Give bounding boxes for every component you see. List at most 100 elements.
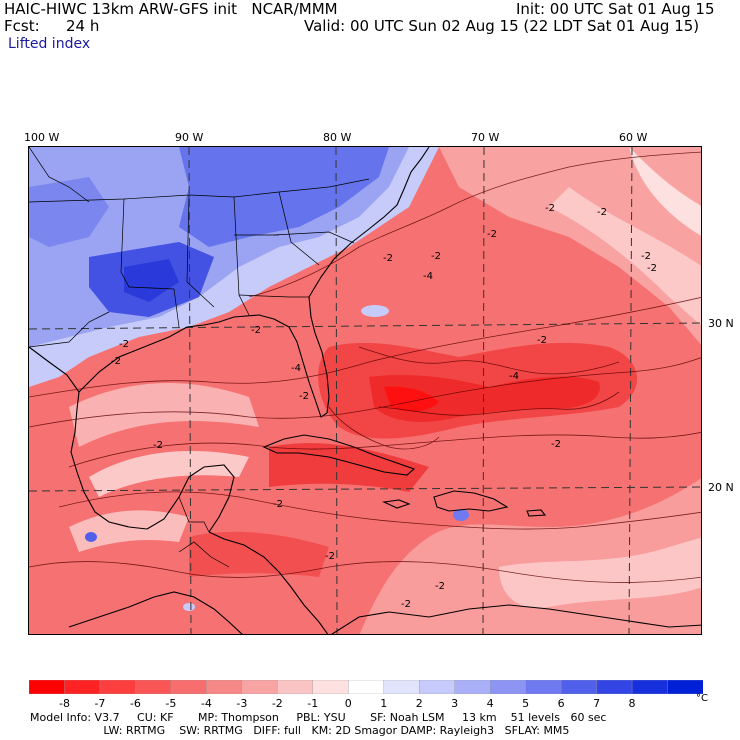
colorbar-segment (99, 680, 137, 694)
lon-label-80w: 80 W (323, 131, 352, 144)
model-info-line-1: Model Info: V3.7 CU: KF MP: Thompson PBL… (30, 711, 607, 724)
mexico-gulf-coast (29, 346, 148, 530)
contour-core-1 (358, 346, 620, 375)
gulf-streak-3 (69, 510, 189, 552)
contour-3 (68, 431, 701, 468)
contour-label: -2 (647, 263, 657, 274)
colorbar-tick: -8 (58, 697, 70, 710)
contour-label: -2 (383, 253, 393, 264)
colorbar-segment (206, 680, 243, 694)
border-georgia (278, 191, 320, 266)
colorbar-tick: 6 (557, 697, 565, 710)
init-time: Init: 00 UTC Sat 01 Aug 15 (516, 0, 715, 18)
contour-2 (29, 357, 701, 428)
gulf-streak-2 (89, 451, 249, 497)
colorbar-tick: 7 (593, 697, 601, 710)
meridian-60w (628, 147, 633, 634)
contour-label: -4 (291, 363, 301, 374)
contour-label: -2 (153, 440, 163, 451)
contour-label-group: -2 -2 -2 -2 -2 -2 -2 -2 -4 -2 -2 -4 -2 -… (111, 203, 657, 610)
parallel-20n (29, 486, 701, 492)
colorbar-segment (135, 680, 172, 694)
lifted-index-map: -2 -2 -2 -2 -2 -2 -2 -2 -4 -2 -2 -4 -2 -… (28, 146, 702, 635)
contour-label: -2 (551, 439, 561, 450)
unstable-max (384, 386, 439, 412)
stable-spot-pacific (183, 603, 195, 611)
contour-label: -2 (273, 499, 283, 510)
colorbar-tick: -7 (94, 697, 106, 710)
colorbar-segment (29, 680, 66, 694)
colorbar-segment (596, 680, 633, 694)
contour-label: -2 (597, 207, 607, 218)
meridian-70w (482, 147, 485, 634)
lat-label-30n: 30 N (708, 317, 734, 330)
meridian-90w (188, 147, 192, 634)
colorbar-tick: -2 (271, 697, 283, 710)
contour-label: -2 (401, 599, 411, 610)
border-guatemala (178, 496, 210, 533)
cuba-outline (262, 434, 416, 476)
colorbar-segment (277, 680, 314, 694)
us-gulf-coast (78, 314, 290, 393)
border-honduras (178, 541, 230, 568)
stable-spot-mexico (85, 532, 97, 542)
contours (29, 151, 701, 583)
contour-6 (248, 151, 701, 298)
colorbar-segment (348, 680, 385, 694)
hispaniola-outline (433, 490, 509, 512)
caribbean-unstable (269, 443, 429, 492)
puerto-rico-outline (526, 509, 547, 517)
contour-label: -2 (545, 203, 555, 214)
field-name: Lifted index (8, 36, 91, 52)
contour-label: -2 (487, 229, 497, 240)
contour-label: -2 (435, 581, 445, 592)
ne-weak-zone (439, 147, 701, 345)
colorbar-tick: -3 (236, 697, 248, 710)
stable-texas (29, 177, 109, 247)
colorbar-tick: 0 (344, 697, 352, 710)
central-america-coast (208, 531, 329, 634)
contour-core-2 (378, 391, 620, 416)
colorbar-unit: °C (696, 693, 708, 704)
border-rio-grande (29, 147, 90, 203)
contour-label: -2 (251, 325, 261, 336)
south-streak (499, 537, 701, 608)
contour-label: -2 (641, 251, 651, 262)
colorbar-segment (667, 680, 703, 694)
stable-spot-hispaniola (453, 509, 469, 521)
contour-core-3 (328, 406, 440, 450)
colorbar-segment (560, 680, 598, 694)
lon-label-90w: 90 W (175, 131, 204, 144)
colorbar-segment (241, 680, 279, 694)
border-louisiana (173, 288, 180, 328)
colorbar-tick: 2 (415, 697, 423, 710)
unstable-core (369, 375, 600, 422)
forecast-label: Fcst: (4, 17, 40, 35)
graticule (29, 147, 701, 634)
lon-label-100w: 100 W (24, 131, 60, 144)
border-carolinas (273, 231, 355, 244)
contour-5 (29, 561, 701, 583)
colorbar-tick: -1 (307, 697, 319, 710)
stable-max (124, 259, 179, 302)
stable-spot-1 (361, 305, 389, 317)
contour-4 (58, 491, 701, 530)
coastlines (29, 147, 701, 634)
colorbar-tick: -6 (129, 697, 141, 710)
florida-coast (288, 296, 330, 418)
colorbar-segment (489, 680, 527, 694)
model-title: HAIC-HIWC 13km ARW-GFS init NCAR/MMM (4, 0, 338, 18)
model-info-line-2: LW: RRTMG SW: RRTMG DIFF: full KM: 2D Sm… (30, 724, 570, 737)
border-texas-east (120, 198, 175, 290)
parallel-30n (29, 322, 701, 330)
lat-label-20n: 20 N (708, 481, 734, 494)
colorbar-segment (64, 680, 101, 694)
pacific-coast (68, 591, 243, 634)
contour-label: -4 (509, 371, 519, 382)
colorbar-segment (383, 680, 420, 694)
colorbar-segment (312, 680, 349, 694)
contour-label: -4 (423, 271, 433, 282)
jamaica-outline (382, 499, 411, 509)
contour-label: -2 (431, 251, 441, 262)
colorbar-segment (170, 680, 208, 694)
